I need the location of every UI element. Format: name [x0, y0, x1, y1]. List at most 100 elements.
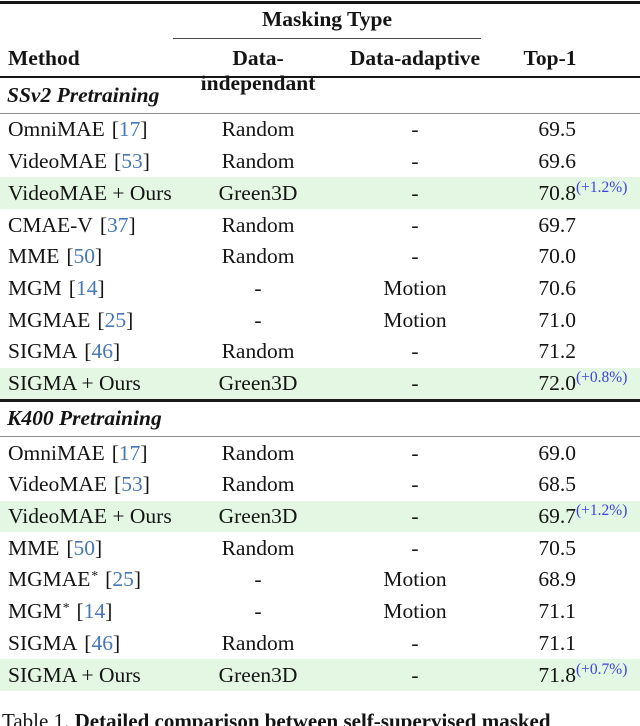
table-row: MGM [14] - Motion 70.6 [0, 273, 640, 305]
data-independant-cell: Green3D [218, 662, 298, 687]
method-name: OmniMAE [8, 117, 105, 142]
method-cell: SIGMA + Ours [0, 663, 177, 688]
citation-number[interactable]: 14 [75, 275, 98, 300]
citation-number[interactable]: 46 [91, 630, 113, 655]
citation-close-bracket: ] [133, 567, 142, 592]
data-adaptive-cell: - [411, 472, 419, 497]
section-heading: K400 Pretraining [0, 402, 640, 438]
citation-open-bracket: [ [84, 630, 92, 655]
top1-cell: 72.0 (+0.8%) [491, 369, 640, 396]
citation-number[interactable]: 53 [121, 149, 143, 174]
method-name: MGM [8, 599, 62, 624]
data-adaptive-cell: Motion [383, 599, 447, 624]
citation-number[interactable]: 37 [106, 212, 129, 237]
citation-number[interactable]: 17 [118, 117, 141, 142]
citation-close-bracket: ] [140, 117, 148, 142]
method-cell: SIGMA [46] [0, 339, 177, 364]
caption-text: Detailed comparison between self-supervi… [74, 709, 551, 726]
method-name: MME [8, 535, 60, 560]
method-cell: MME [50] [0, 244, 177, 269]
citation-number[interactable]: 53 [121, 472, 143, 497]
data-adaptive-cell: - [411, 440, 419, 465]
data-adaptive-cell: Motion [383, 307, 447, 332]
data-independant-cell: - [254, 275, 262, 300]
top1-cell: 70.6 [491, 276, 640, 301]
top1-value: 71.2 [538, 339, 576, 364]
citation-number[interactable]: 25 [104, 307, 127, 332]
data-adaptive-cell: - [411, 535, 419, 560]
method-name: SIGMA + Ours [8, 371, 141, 396]
citation-number[interactable]: 25 [112, 567, 134, 592]
top1-cell: 71.1 [491, 631, 640, 656]
data-adaptive-cell: - [411, 180, 419, 205]
method-cell: MGM* [14] [0, 599, 177, 624]
citation-open-bracket: [ [76, 599, 84, 624]
citation-close-bracket: ] [128, 212, 136, 237]
citation-open-bracket: [ [114, 472, 122, 497]
top1-cell: 70.8 (+1.2%) [491, 179, 640, 206]
table-body: SSv2 Pretraining OmniMAE [17] Random -69.5 Vi… [0, 79, 640, 691]
top1-cell: 70.0 [491, 244, 640, 269]
top1-cell: 71.1 [491, 599, 640, 624]
method-cell: SIGMA + Ours [0, 371, 177, 396]
citation-number[interactable]: 14 [83, 599, 106, 624]
method-cell: MGMAE [25] [0, 308, 177, 333]
method-cell: VideoMAE [53] [0, 472, 177, 497]
top1-cell: 68.9 [491, 567, 640, 592]
method-name: OmniMAE [8, 440, 105, 465]
data-independant-cell: - [254, 599, 262, 624]
table-row: MME [50] Random - 70.5 [0, 532, 640, 564]
table-row: MGMAE [25] - Motion 71.0 [0, 304, 640, 336]
top1-value: 70.0 [538, 244, 576, 269]
top1-cell: 69.0 [491, 441, 640, 466]
data-independant-cell: Random [221, 212, 295, 237]
data-independant-cell: Random [221, 244, 295, 269]
data-independant-cell: Green3D [218, 180, 298, 205]
citation-close-bracket: ] [142, 149, 150, 174]
section-title: SSv2 Pretraining [7, 83, 160, 108]
table-row: CMAE-V [37] Random - 69.7 [0, 209, 640, 241]
data-independant-cell: Random [221, 339, 295, 364]
citation-open-bracket: [ [66, 244, 74, 269]
caption-table-number: Table 1. [2, 709, 70, 726]
data-independant-cell: - [254, 307, 262, 332]
top1-value: 71.1 [538, 599, 576, 624]
data-adaptive-cell: - [411, 503, 419, 528]
column-header-method: Method [8, 46, 80, 70]
top1-gain-superscript: (+0.7%) [576, 660, 628, 678]
table-row: SIGMA [46] Random - 71.2 [0, 336, 640, 368]
data-independant-cell: Green3D [218, 371, 298, 396]
data-adaptive-cell: - [411, 339, 419, 364]
data-adaptive-cell: - [411, 149, 419, 174]
citation-open-bracket: [ [111, 117, 119, 142]
method-cell: SIGMA [46] [0, 631, 177, 656]
citation-number[interactable]: 50 [73, 535, 96, 560]
citation-number[interactable]: 50 [73, 244, 96, 269]
top1-value: 71.1 [538, 630, 576, 655]
top1-value: 69.7 [538, 503, 576, 528]
top1-value: 71.8 [538, 662, 576, 687]
top1-cell: 70.5 [491, 536, 640, 561]
method-name: SIGMA + Ours [8, 662, 141, 687]
data-adaptive-cell: Motion [383, 275, 447, 300]
citation-number[interactable]: 17 [118, 440, 141, 465]
top1-gain-superscript: (+1.2%) [576, 501, 628, 519]
data-independant-cell: Random [221, 117, 295, 142]
data-adaptive-cell: - [411, 244, 419, 269]
data-adaptive-cell: - [411, 371, 419, 396]
method-name: VideoMAE + Ours [8, 180, 172, 205]
citation-close-bracket: ] [142, 472, 150, 497]
method-name: VideoMAE [8, 149, 108, 174]
data-adaptive-cell: Motion [383, 567, 447, 592]
citation-close-bracket: ] [95, 535, 103, 560]
top1-value: 70.6 [538, 275, 576, 300]
method-cell: MME [50] [0, 536, 177, 561]
citation-number[interactable]: 46 [91, 339, 113, 364]
method-name: VideoMAE + Ours [8, 503, 172, 528]
top1-value: 72.0 [538, 371, 576, 396]
section-title: K400 Pretraining [7, 406, 162, 431]
data-adaptive-cell: - [411, 630, 419, 655]
table-row: MGMAE* [25] - Motion 68.9 [0, 564, 640, 596]
method-cell: CMAE-V [37] [0, 213, 177, 238]
